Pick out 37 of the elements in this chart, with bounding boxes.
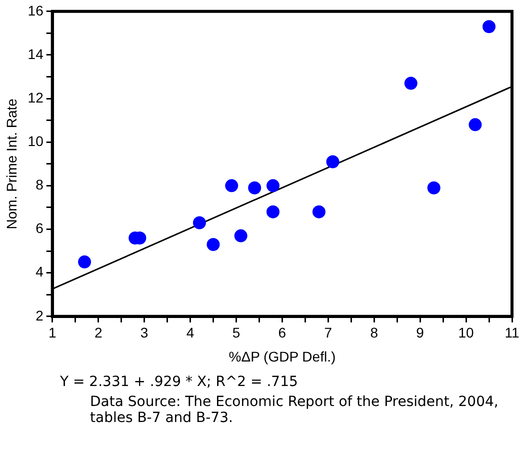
point <box>404 76 418 90</box>
x-tick-label: 5 <box>232 324 240 341</box>
x-tick-label: 2 <box>94 324 102 341</box>
x-tick-label: 3 <box>140 324 148 341</box>
point <box>482 20 496 34</box>
point <box>468 118 482 132</box>
source-note: Data Source: The Economic Report of the President, 2004, tables B-7 and B-73. <box>89 394 500 426</box>
x-tick-label: 6 <box>278 324 286 341</box>
point <box>266 179 280 192</box>
x-tick-label: 9 <box>416 324 424 341</box>
point <box>192 216 206 230</box>
x-tick-label: 10 <box>458 324 474 341</box>
x-tick-label: 8 <box>370 324 378 341</box>
point <box>427 181 440 194</box>
y-axis-title: Nom. Prime Int. Rate <box>3 98 20 230</box>
point <box>206 238 220 252</box>
point <box>266 205 280 218</box>
y-tick-label: 14 <box>28 46 44 62</box>
point <box>312 205 326 218</box>
y-tick-label: 6 <box>36 220 44 236</box>
text: Y = 2.331 + .929 * X; R^2 = .715 <box>60 374 299 390</box>
point <box>234 229 248 242</box>
x-axis-title: %ΔP (GDP Defl.) <box>228 348 336 364</box>
y-tick-label: 8 <box>36 176 44 193</box>
y-tick-label: 10 <box>28 132 44 149</box>
y-tick-label: 2 <box>36 307 44 324</box>
point <box>225 179 238 192</box>
y-tick-label: 12 <box>28 89 44 106</box>
x-tick-label: 1 <box>48 324 56 341</box>
x-tick-label: 4 <box>186 324 194 341</box>
y-tick-label: 16 <box>28 2 44 18</box>
point <box>78 255 92 268</box>
point <box>248 181 262 194</box>
x-tick-label: 7 <box>324 324 332 341</box>
point <box>326 155 340 168</box>
y-tick-label: 4 <box>36 264 44 280</box>
x-tick-label: 11 <box>504 324 520 341</box>
